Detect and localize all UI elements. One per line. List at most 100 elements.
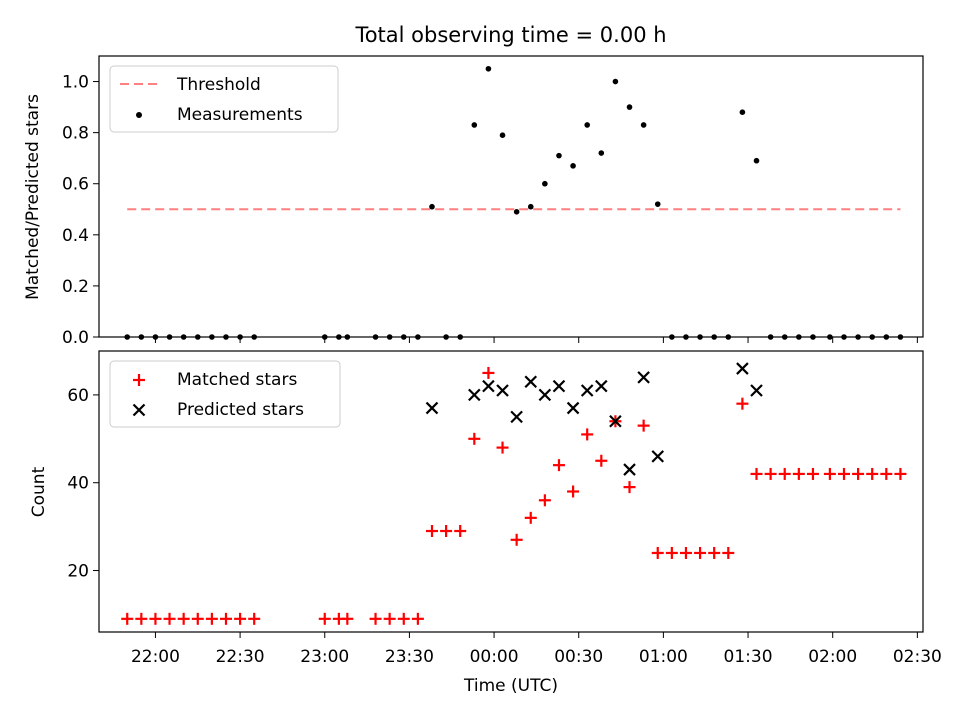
predicted-star-point [566, 401, 580, 415]
measurement-point [429, 203, 435, 210]
measurement-point [897, 334, 904, 340]
legend-matched-label: Matched stars [177, 370, 297, 390]
measurement-point [669, 334, 675, 340]
matched-star-point [792, 467, 805, 480]
matched-star-point [567, 485, 580, 498]
count-x-tick-label: 02:30 [893, 647, 942, 667]
matched-star-point [750, 467, 763, 480]
matched-star-point [651, 546, 664, 559]
matched-star-point [191, 612, 204, 625]
matched-star-point [806, 467, 819, 480]
measurement-point [209, 334, 215, 340]
matched-star-point [637, 419, 650, 432]
measurement-point [855, 334, 861, 340]
matched-star-point [852, 467, 865, 480]
matched-star-point [163, 612, 176, 625]
matched-star-point [665, 546, 678, 559]
measurement-point [415, 334, 421, 340]
count-x-tick-label: 22:30 [216, 647, 265, 667]
matched-star-point [623, 481, 636, 494]
measurement-point [152, 334, 159, 340]
predicted-star-point [510, 410, 523, 424]
measurement-point [251, 334, 258, 340]
count-x-tick-label: 23:30 [385, 647, 434, 667]
predicted-star-point [496, 384, 509, 397]
predicted-star-point [524, 375, 538, 389]
measurement-point [796, 334, 802, 340]
ratio-plot-frame [98, 55, 924, 338]
measurement-point [781, 334, 788, 340]
legend-x-marker [132, 403, 146, 417]
matched-star-point [866, 467, 879, 480]
matched-star-point [894, 467, 907, 480]
matched-star-point [121, 612, 134, 625]
measurement-point [612, 78, 619, 85]
count-y-ticks: 20 40 60 [67, 386, 99, 582]
matched-star-point [708, 546, 721, 559]
measurement-point [400, 334, 407, 340]
measurement-point [138, 334, 145, 340]
matched-star-point [397, 612, 410, 625]
matched-star-point [318, 612, 331, 625]
ratio-legend: Threshold Measurements [109, 65, 339, 133]
predicted-star-point [609, 414, 622, 428]
measurement-points [124, 65, 904, 340]
matched-star-point [736, 397, 749, 410]
predicted-star-point [425, 401, 439, 415]
measurement-point [725, 334, 732, 340]
matched-star-point [369, 612, 382, 625]
measurement-point [499, 132, 506, 138]
measurement-point [336, 334, 342, 340]
matched-star-point [538, 494, 551, 507]
measurement-point [180, 334, 187, 340]
ratio-y-tick-label: 0.4 [62, 226, 89, 246]
measurement-point [640, 122, 647, 128]
matched-star-point [496, 441, 509, 454]
ratio-y-axis-label: Matched/Predicted stars [23, 94, 43, 300]
predicted-star-point [736, 362, 749, 375]
matched-star-point [764, 467, 777, 480]
predicted-star-point [580, 384, 594, 397]
matched-star-point [440, 525, 453, 538]
count-legend: Matched stars Predicted stars [109, 360, 341, 428]
measurement-point [570, 163, 576, 169]
legend-measurements-label: Measurements [177, 105, 303, 125]
matched-star-point [679, 546, 692, 559]
measurement-point [697, 334, 703, 340]
count-y-tick-label: 40 [67, 474, 89, 494]
measurement-point [166, 334, 173, 340]
matched-star-point [823, 467, 836, 480]
measurement-point [372, 334, 379, 340]
x-axis-label: Time (UTC) [463, 676, 558, 696]
measurement-point [471, 122, 478, 128]
legend-predicted-swatch [132, 403, 146, 417]
measurement-point [321, 334, 328, 340]
measurement-point [767, 334, 774, 340]
legend-plus-marker [133, 374, 145, 386]
measurement-point [598, 150, 605, 156]
ratio-y-tick-label: 0.8 [62, 124, 89, 144]
matched-star-point [177, 612, 190, 625]
measurement-point [584, 122, 590, 128]
measurement-point [683, 334, 689, 340]
measurement-point [827, 334, 833, 340]
predicted-star-point [468, 388, 481, 402]
count-x-tick-label: 01:30 [724, 647, 773, 667]
matched-star-point [581, 428, 594, 441]
measurement-point [711, 334, 717, 340]
matched-star-point [411, 612, 424, 625]
ratio-y-tick-label: 1.0 [62, 73, 89, 93]
predicted-star-point [651, 450, 665, 463]
ratio-y-tick-label: 0.6 [62, 175, 89, 195]
measurement-point [513, 209, 520, 215]
predicted-star-point [538, 388, 552, 402]
matched-star-point [595, 454, 608, 467]
ratio-y-tick-label: 0.0 [62, 328, 89, 348]
measurement-point [457, 334, 464, 340]
matched-star-point [524, 511, 537, 524]
count-x-tick-label: 23:00 [300, 647, 349, 667]
ratio-x-ticks [154, 337, 918, 343]
measurement-point [124, 334, 131, 340]
matched-star-point [722, 546, 735, 559]
figure-title: Total observing time = 0.00 h [354, 23, 666, 47]
